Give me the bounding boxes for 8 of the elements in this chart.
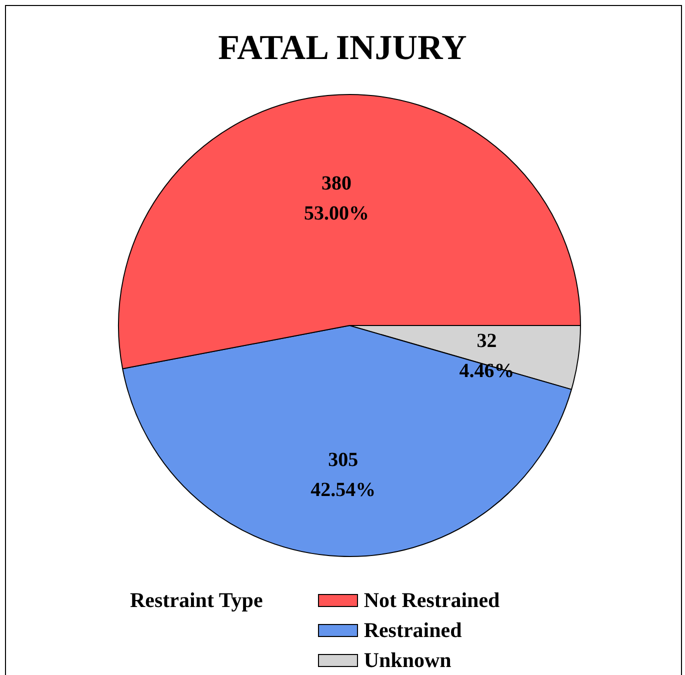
chart-title: FATAL INJURY — [217, 28, 468, 68]
legend-title: Restraint Type — [130, 586, 263, 614]
legend-label: Unknown — [364, 648, 452, 672]
data-label: 32 4.46% — [459, 330, 514, 382]
legend-label: Restrained — [364, 618, 462, 642]
data-label: 380 53.00% — [304, 172, 369, 225]
legend-label: Not Restrained — [364, 588, 500, 612]
data-label: 305 42.54% — [310, 449, 376, 502]
